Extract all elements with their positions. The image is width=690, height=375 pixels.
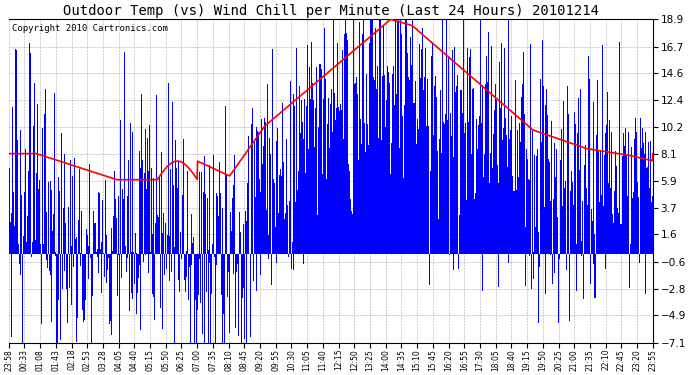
- Title: Outdoor Temp (vs) Wind Chill per Minute (Last 24 Hours) 20101214: Outdoor Temp (vs) Wind Chill per Minute …: [63, 4, 599, 18]
- Text: Copyright 2010 Cartronics.com: Copyright 2010 Cartronics.com: [12, 24, 168, 33]
